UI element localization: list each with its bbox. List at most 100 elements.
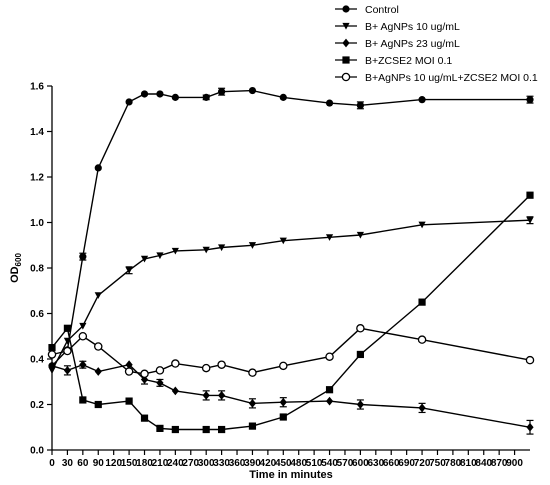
data-point xyxy=(201,363,211,373)
data-point xyxy=(79,360,87,370)
x-tick-label: 210 xyxy=(152,458,169,469)
data-point xyxy=(325,352,334,361)
y-tick-label: 0.4 xyxy=(30,355,44,366)
data-point xyxy=(341,72,351,82)
y-axis-title: OD600 xyxy=(9,253,23,283)
data-point xyxy=(217,360,226,369)
legend-label: B+ZCSE2 MOI 0.1 xyxy=(365,55,452,67)
y-axis-title-subscript: 600 xyxy=(14,253,23,267)
x-tick-label: 360 xyxy=(229,458,246,469)
x-tick-label: 720 xyxy=(414,458,431,469)
x-tick-label: 480 xyxy=(290,458,307,469)
data-point xyxy=(218,244,226,252)
series-line xyxy=(51,89,530,367)
data-point xyxy=(48,367,56,374)
x-tick-label: 330 xyxy=(213,458,230,469)
x-tick-label: 180 xyxy=(136,458,153,469)
data-point xyxy=(47,350,57,359)
data-point xyxy=(125,360,133,370)
legend-entry-5: B+AgNPs 10 ug/mL+ZCSE2 MOI 0.1 xyxy=(335,72,538,84)
x-tick-label: 540 xyxy=(321,458,338,469)
x-tick-label: 390 xyxy=(244,458,261,469)
series-line xyxy=(51,363,531,428)
x-tick-label: 750 xyxy=(429,458,446,469)
data-point xyxy=(79,253,87,261)
y-tick-label: 1.6 xyxy=(30,82,44,93)
x-tick-label: 870 xyxy=(491,458,508,469)
data-point xyxy=(78,331,88,341)
series-line xyxy=(51,327,531,375)
data-point xyxy=(418,403,426,413)
data-point xyxy=(279,413,287,421)
x-tick-label: 240 xyxy=(167,458,184,469)
series-line xyxy=(51,194,531,431)
data-point xyxy=(63,324,72,332)
data-point xyxy=(79,396,87,404)
legend-label: B+ AgNPs 10 ug/mL xyxy=(365,21,460,33)
data-point xyxy=(356,231,364,239)
data-point xyxy=(325,396,334,406)
x-tick-label: 600 xyxy=(352,458,369,469)
x-tick-label: 0 xyxy=(49,458,55,469)
x-tick-label: 30 xyxy=(62,458,74,469)
x-tick-label: 270 xyxy=(182,458,199,469)
series-3 xyxy=(48,360,534,435)
x-tick-label: 690 xyxy=(398,458,415,469)
data-point xyxy=(248,398,257,408)
data-point xyxy=(248,368,257,377)
x-tick-label: 900 xyxy=(506,458,523,469)
legend-entry-4: B+ZCSE2 MOI 0.1 xyxy=(335,55,452,67)
x-tick-label: 90 xyxy=(93,458,105,469)
data-point xyxy=(125,267,133,274)
data-point xyxy=(418,221,426,229)
legend: Control B+ AgNPs 10 ug/mL B+ AgNPs 23 ug/m… xyxy=(335,4,538,84)
legend-label: Control xyxy=(365,4,399,16)
data-point xyxy=(279,397,287,407)
data-point xyxy=(342,5,350,13)
data-point xyxy=(140,90,149,98)
data-point xyxy=(218,391,226,400)
y-tick-label: 0.6 xyxy=(30,309,44,320)
data-point xyxy=(218,425,226,434)
x-tick-label: 510 xyxy=(306,458,323,469)
data-point xyxy=(526,217,534,224)
data-point xyxy=(171,359,180,368)
legend-label: B+AgNPs 10 ug/mL+ZCSE2 MOI 0.1 xyxy=(365,72,538,84)
data-point xyxy=(526,96,534,104)
x-tick-label: 660 xyxy=(383,458,400,469)
data-point xyxy=(140,255,149,263)
x-tick-label: 570 xyxy=(337,458,354,469)
x-tick-label: 120 xyxy=(105,458,122,469)
data-point xyxy=(171,386,179,396)
data-point xyxy=(356,350,364,359)
data-point xyxy=(202,391,210,400)
y-tick-label: 0.0 xyxy=(30,446,44,457)
data-point xyxy=(218,88,226,96)
data-point xyxy=(48,344,56,352)
data-point xyxy=(525,355,535,365)
data-point xyxy=(63,365,72,375)
x-axis-title: Time in minutes xyxy=(249,469,333,481)
data-point xyxy=(140,414,149,422)
data-point xyxy=(94,367,102,376)
series-4 xyxy=(48,191,534,434)
data-point xyxy=(156,424,164,432)
data-point xyxy=(63,346,72,356)
data-point xyxy=(171,425,179,434)
y-axis-title-main: OD xyxy=(9,266,21,283)
data-point xyxy=(202,425,210,434)
data-point xyxy=(48,361,56,371)
data-point xyxy=(417,335,427,344)
data-point xyxy=(342,22,350,30)
x-tick-label: 300 xyxy=(198,458,215,469)
series-layer xyxy=(47,86,535,435)
legend-entry-3: B+ AgNPs 23 ug/mL xyxy=(335,38,460,50)
data-point xyxy=(325,99,334,107)
data-point xyxy=(94,400,102,409)
legend-entry-1: Control xyxy=(335,4,399,16)
data-point xyxy=(140,369,149,379)
series-5 xyxy=(47,324,535,379)
axes: 0.0 0.2 0.4 0.6 0.8 1.0 1.2 1.4 1.6 0 30 60 90 120150… xyxy=(30,82,530,469)
data-point xyxy=(248,422,257,430)
data-point xyxy=(356,324,365,333)
